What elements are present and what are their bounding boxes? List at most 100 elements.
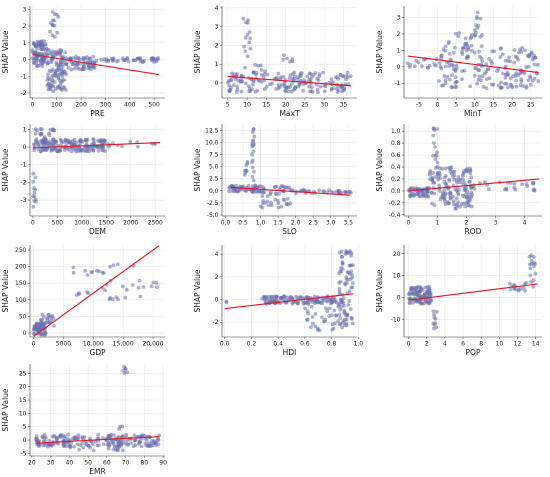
- data-point: [310, 321, 315, 326]
- y-tick-label: 20: [19, 384, 27, 391]
- data-point: [486, 67, 491, 72]
- data-point: [442, 175, 447, 180]
- data-point: [315, 87, 320, 92]
- data-point: [535, 63, 540, 67]
- x-tick-label: 0: [31, 102, 35, 109]
- data-point: [120, 284, 125, 289]
- data-point: [528, 273, 533, 278]
- data-point: [50, 23, 55, 28]
- x-tick-label: 90: [159, 460, 167, 467]
- data-point: [309, 85, 314, 90]
- data-point: [343, 282, 348, 287]
- data-point: [103, 288, 107, 293]
- data-point: [138, 56, 142, 60]
- data-point: [443, 202, 448, 207]
- data-point: [48, 443, 53, 448]
- data-point: [251, 149, 256, 154]
- data-point: [435, 309, 439, 314]
- subplot-emr: 20 30 40 50 60 70 80 90 -5 0 5 10 15 20 25 EMR SHAP Valu…: [1, 364, 167, 476]
- y-tick-label: 5: [23, 424, 27, 431]
- data-point: [35, 47, 39, 51]
- data-point: [457, 188, 461, 192]
- data-point: [435, 150, 439, 155]
- x-tick-label: 500: [52, 220, 64, 227]
- x-tick-label: 5: [454, 102, 458, 109]
- data-point: [33, 58, 38, 62]
- data-point: [247, 40, 252, 45]
- data-point: [120, 144, 124, 149]
- y-axis-title: SHAP Value: [375, 269, 384, 312]
- data-point: [435, 127, 439, 131]
- subplot-gdp: 0 5000 10,000 15,000 20,000 0 50 100 150 200 250 GD…: [1, 245, 165, 357]
- subplot-pop: 0 2 4 6 8 10 12 14 -10 0 10 20 POP SHAP Value: [375, 245, 542, 357]
- data-point: [344, 77, 348, 82]
- data-point: [345, 70, 350, 75]
- data-point: [350, 281, 355, 285]
- trend-line: [227, 75, 352, 87]
- data-point: [447, 52, 452, 56]
- data-point: [302, 300, 307, 305]
- data-point: [58, 137, 63, 142]
- data-point: [32, 148, 37, 153]
- x-axis-title: DEM: [89, 227, 106, 236]
- data-point: [484, 86, 489, 90]
- data-point: [307, 71, 312, 76]
- data-point: [469, 190, 474, 195]
- data-point: [244, 163, 249, 168]
- data-point: [43, 443, 48, 447]
- data-point: [447, 40, 451, 44]
- data-point: [261, 201, 265, 206]
- data-point: [478, 54, 482, 59]
- data-point: [45, 316, 50, 321]
- data-point: [313, 71, 318, 75]
- data-point: [475, 16, 479, 21]
- data-point: [452, 202, 456, 207]
- data-point: [503, 76, 508, 80]
- data-point: [269, 294, 274, 299]
- data-point: [46, 87, 51, 92]
- x-tick-label: 30: [320, 102, 328, 109]
- data-point: [438, 176, 442, 181]
- x-tick-label: 20,000: [143, 341, 164, 348]
- trend-line: [32, 53, 160, 76]
- data-point: [448, 193, 452, 198]
- y-axis-title: SHAP Value: [375, 148, 384, 191]
- y-tick-label: 100: [15, 297, 27, 304]
- data-point: [106, 440, 111, 445]
- data-point: [46, 141, 50, 146]
- data-point: [344, 321, 349, 326]
- data-point: [245, 54, 250, 59]
- data-point: [91, 148, 96, 153]
- x-tick-label: 200: [75, 102, 87, 109]
- data-point: [42, 329, 47, 334]
- data-point: [77, 291, 81, 295]
- data-point: [524, 182, 529, 187]
- data-point: [514, 84, 519, 89]
- y-tick-label: 4: [215, 251, 219, 258]
- data-point: [454, 84, 459, 89]
- x-tick-label: 20: [508, 102, 516, 109]
- data-point: [514, 78, 518, 83]
- data-point: [337, 271, 342, 276]
- data-point: [276, 71, 281, 76]
- data-point: [507, 55, 511, 60]
- data-point: [272, 294, 277, 299]
- data-point: [42, 433, 47, 437]
- data-point: [467, 199, 472, 203]
- data-point: [101, 148, 106, 153]
- data-point: [427, 301, 432, 306]
- data-point: [278, 295, 283, 300]
- data-point: [116, 444, 121, 449]
- data-point: [456, 175, 461, 179]
- data-point: [141, 59, 146, 64]
- data-point: [498, 55, 503, 59]
- data-point: [337, 280, 341, 285]
- data-point: [102, 57, 107, 62]
- trend-line: [408, 178, 540, 192]
- subplot-dem: 0 500 1000 1500 2000 2500 -3 -2 -1 0 1 DEM SHAP Valu…: [1, 124, 165, 236]
- x-tick-label: 2000: [123, 220, 138, 227]
- y-tick-label: 7.5: [209, 152, 219, 159]
- data-point: [250, 165, 255, 170]
- y-tick-label: -2: [213, 319, 219, 326]
